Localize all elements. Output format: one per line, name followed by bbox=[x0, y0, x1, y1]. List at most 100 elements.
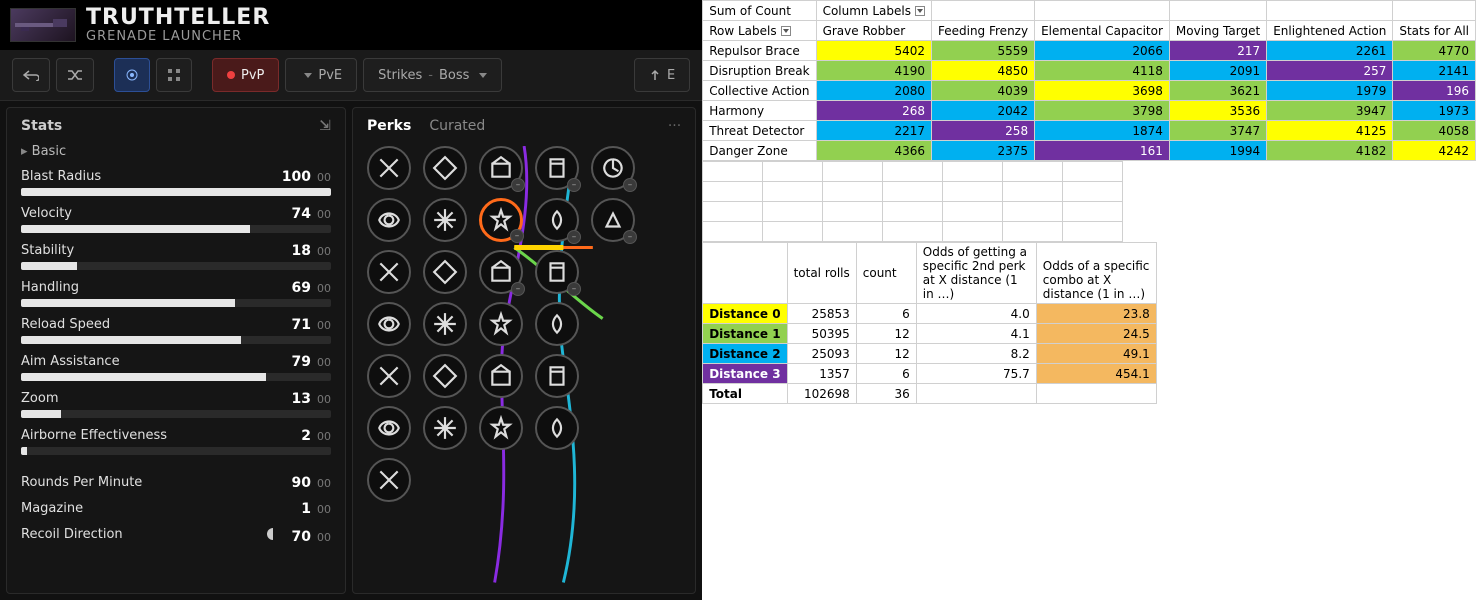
perk-cell[interactable] bbox=[479, 406, 523, 450]
odds-table: total rollscountOdds of getting a specif… bbox=[702, 242, 1157, 404]
stat-row-plain: Recoil Direction7000 bbox=[21, 527, 331, 545]
perk-cell[interactable] bbox=[479, 302, 523, 346]
pivot-cell: 2042 bbox=[931, 101, 1034, 121]
odds-header: count bbox=[856, 243, 916, 304]
stat-label: Reload Speed bbox=[21, 317, 110, 333]
stat-value: 100 bbox=[282, 169, 311, 185]
pvp-filter-button[interactable]: PvP bbox=[212, 58, 279, 92]
stat-extra: 00 bbox=[317, 245, 331, 258]
view-mode-radial-button[interactable] bbox=[114, 58, 150, 92]
perk-cell[interactable]: – bbox=[479, 146, 523, 190]
perk-cell[interactable] bbox=[423, 146, 467, 190]
stat-row: Velocity7400 bbox=[21, 206, 331, 233]
perk-cell[interactable]: – bbox=[591, 198, 635, 242]
perks-more-icon[interactable]: ··· bbox=[668, 118, 681, 134]
perk-cell[interactable] bbox=[423, 302, 467, 346]
stat-value: 2 bbox=[301, 428, 311, 444]
perk-cell[interactable]: – bbox=[591, 146, 635, 190]
stat-label: Stability bbox=[21, 243, 74, 259]
odds-row-label: Distance 2 bbox=[703, 344, 787, 364]
perk-cell[interactable] bbox=[479, 354, 523, 398]
pivot-cell: 3947 bbox=[1267, 101, 1393, 121]
pivot-row: Harmony26820423798353639471973 bbox=[703, 101, 1476, 121]
weapon-thumbnail bbox=[10, 8, 76, 42]
activity-filter-button[interactable]: Strikes - Boss bbox=[363, 58, 502, 92]
odds-header bbox=[703, 243, 787, 304]
odds-cell: 49.1 bbox=[1036, 344, 1156, 364]
perk-cell[interactable] bbox=[535, 406, 579, 450]
pvp-label: PvP bbox=[241, 68, 264, 83]
pivot-cell: 3747 bbox=[1169, 121, 1266, 141]
odds-cell: 25853 bbox=[787, 304, 856, 324]
perk-cell[interactable] bbox=[367, 354, 411, 398]
stat-label: Handling bbox=[21, 280, 79, 296]
stat-label: Rounds Per Minute bbox=[21, 475, 142, 491]
perk-cell[interactable] bbox=[367, 198, 411, 242]
perk-badge: – bbox=[511, 282, 525, 296]
pivot-cell: 2375 bbox=[931, 141, 1034, 161]
stat-extra: 00 bbox=[317, 531, 331, 544]
stat-label: Zoom bbox=[21, 391, 58, 407]
undo-button[interactable] bbox=[12, 58, 50, 92]
stats-basic-header[interactable]: Basic bbox=[21, 144, 331, 159]
perk-badge: – bbox=[567, 282, 581, 296]
view-mode-grid-button[interactable] bbox=[156, 58, 192, 92]
perk-cell[interactable]: – bbox=[479, 198, 523, 242]
perk-cell[interactable] bbox=[367, 302, 411, 346]
stat-extra: 00 bbox=[317, 282, 331, 295]
perk-cell[interactable]: – bbox=[479, 250, 523, 294]
pivot-cell: 4125 bbox=[1267, 121, 1393, 141]
weapon-title: TRUTHTELLER bbox=[86, 6, 270, 30]
perk-badge: – bbox=[567, 178, 581, 192]
pivot-row: Threat Detector22172581874374741254058 bbox=[703, 121, 1476, 141]
pivot-corner-cols[interactable]: Column Labels bbox=[816, 1, 931, 21]
pivot-cell: 5559 bbox=[931, 41, 1034, 61]
perk-cell[interactable]: – bbox=[535, 250, 579, 294]
pivot-cell: 2091 bbox=[1169, 61, 1266, 81]
pve-filter-button[interactable]: PvE bbox=[285, 58, 357, 92]
perks-panel: Perks Curated ··· –––––––– bbox=[352, 107, 696, 594]
perk-cell[interactable] bbox=[423, 250, 467, 294]
stat-row: Zoom1300 bbox=[21, 391, 331, 418]
pivot-col-header: Stats for All bbox=[1393, 21, 1476, 41]
perk-cell[interactable] bbox=[367, 146, 411, 190]
stat-extra: 00 bbox=[317, 477, 331, 490]
perk-cell[interactable] bbox=[535, 302, 579, 346]
tab-perks[interactable]: Perks bbox=[367, 118, 411, 134]
perk-cell[interactable] bbox=[423, 406, 467, 450]
perk-cell[interactable]: – bbox=[535, 198, 579, 242]
stat-label: Aim Assistance bbox=[21, 354, 120, 370]
stat-extra: 00 bbox=[317, 503, 331, 516]
pivot-corner-rows[interactable]: Row Labels bbox=[703, 21, 816, 41]
perk-cell[interactable] bbox=[535, 354, 579, 398]
pivot-row-label: Threat Detector bbox=[703, 121, 816, 141]
stat-row: Blast Radius10000 bbox=[21, 169, 331, 196]
perk-cell[interactable] bbox=[367, 458, 411, 502]
perk-cell[interactable]: – bbox=[535, 146, 579, 190]
stats-expand-icon[interactable]: ⇲ bbox=[319, 118, 331, 134]
pivot-cell: 4182 bbox=[1267, 141, 1393, 161]
pivot-cell: 257 bbox=[1267, 61, 1393, 81]
pivot-cell: 4118 bbox=[1035, 61, 1170, 81]
col-labels-dropdown-icon[interactable] bbox=[915, 6, 925, 16]
perk-cell[interactable] bbox=[423, 354, 467, 398]
stat-row-plain: Magazine100 bbox=[21, 501, 331, 517]
odds-cell: 23.8 bbox=[1036, 304, 1156, 324]
stat-value: 71 bbox=[292, 317, 311, 333]
odds-row: Distance 31357675.7454.1 bbox=[703, 364, 1157, 384]
weapon-inspector-panel: TRUTHTELLER GRENADE LAUNCHER PvP PvE Str… bbox=[0, 0, 702, 600]
perk-cell[interactable] bbox=[367, 406, 411, 450]
perk-cell[interactable] bbox=[367, 250, 411, 294]
stat-value: 18 bbox=[292, 243, 311, 259]
shuffle-button[interactable] bbox=[56, 58, 94, 92]
perk-cell[interactable] bbox=[423, 198, 467, 242]
odds-cell: 75.7 bbox=[916, 364, 1036, 384]
pivot-cell: 3621 bbox=[1169, 81, 1266, 101]
odds-total-label: Total bbox=[703, 384, 787, 404]
row-labels-dropdown-icon[interactable] bbox=[781, 26, 791, 36]
odds-row: Distance 150395124.124.5 bbox=[703, 324, 1157, 344]
odds-cell: 454.1 bbox=[1036, 364, 1156, 384]
export-button[interactable]: E bbox=[634, 58, 690, 92]
pivot-row: Collective Action20804039369836211979196 bbox=[703, 81, 1476, 101]
tab-curated[interactable]: Curated bbox=[429, 118, 485, 134]
